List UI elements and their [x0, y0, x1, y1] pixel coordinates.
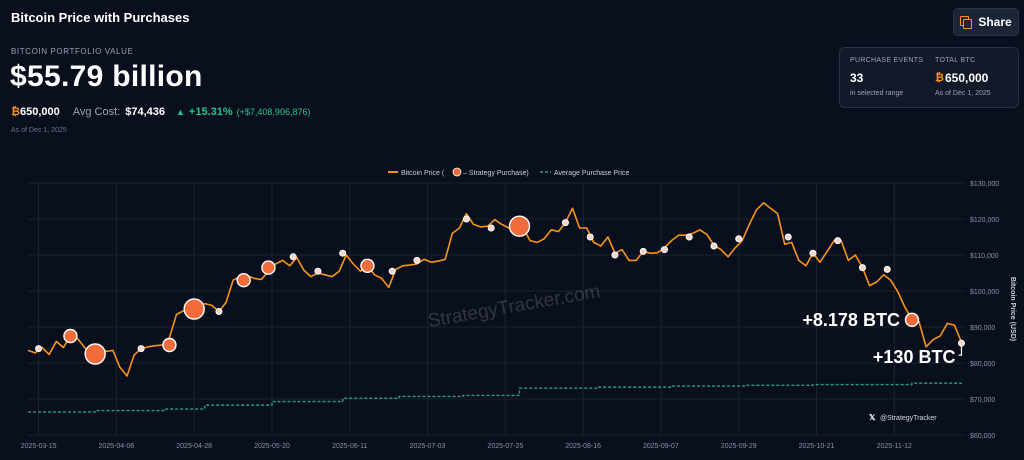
annotation-connector: [958, 346, 963, 356]
annotation-label: +130 BTC: [873, 347, 956, 367]
purchase-point: [289, 253, 297, 261]
y-tick-label: $120,000: [970, 217, 999, 224]
purchase-point: [858, 264, 866, 272]
purchase-point: [809, 249, 817, 257]
x-tick-label: 2025-10-21: [799, 443, 835, 450]
purchase-point: [413, 256, 421, 264]
purchase-point: [314, 267, 322, 275]
purchase-point: [162, 337, 177, 353]
purchase-point: [784, 233, 792, 241]
series-bitcoin-price: [27, 202, 963, 377]
purchase-point: [834, 237, 842, 245]
purchase-point: [462, 215, 470, 223]
change-usd: (+$7,408,906,876): [236, 107, 311, 117]
purchase-events-sub: in selected range: [850, 90, 904, 97]
y-tick-label: $70,000: [970, 397, 995, 404]
purchase-point: [508, 215, 531, 237]
portfolio-summary: ₿ 650,000 Avg Cost: $74,436 ▲ +15.31% (+…: [11, 106, 310, 118]
portfolio-value: $55.79 billion: [10, 60, 203, 93]
y-tick-label: $80,000: [970, 361, 995, 368]
change-percent: +15.31%: [188, 106, 233, 118]
series-average-purchase-price: [28, 382, 963, 413]
y-tick-label: $90,000: [970, 325, 995, 332]
purchase-point: [84, 343, 106, 365]
x-tick-label: 2025-03-15: [21, 443, 57, 450]
price-chart[interactable]: $60,000 $70,000 $80,000 $90,000 $100,000 $110…: [0, 160, 1024, 460]
avg-cost-value: $74,436: [125, 106, 165, 118]
share-label: Share: [978, 15, 1012, 29]
purchase-point: [611, 251, 619, 259]
purchase-point: [883, 265, 891, 273]
legend-purchase-swatch: [452, 167, 462, 177]
avg-cost-label: Avg Cost:: [72, 106, 121, 118]
x-tick-label: 2025-08-16: [565, 443, 601, 450]
page-title: Bitcoin Price with Purchases: [11, 10, 190, 25]
purchase-point: [561, 219, 569, 227]
purchase-point: [639, 247, 647, 255]
purchase-point: [710, 242, 718, 250]
total-btc-sub: As of Dec 1, 2025: [935, 90, 991, 97]
purchase-point: [215, 308, 223, 316]
stats-card: PURCHASE EVENTS 33 in selected range TOT…: [839, 47, 1019, 108]
legend-average-label: Average Purchase Price: [554, 170, 629, 177]
total-btc-amount: 650,000: [944, 71, 989, 85]
x-tick-label: 2025-06-11: [332, 443, 367, 450]
up-triangle-icon: ▲: [176, 107, 185, 117]
purchase-point: [735, 235, 743, 243]
purchase-point: [685, 233, 693, 241]
y-tick-label: $130,000: [970, 181, 999, 188]
credit-label: @StrategyTracker: [880, 415, 937, 422]
y-axis-title: Bitcoin Price (USD): [1009, 277, 1016, 341]
legend-price-label: Bitcoin Price (: [401, 170, 445, 177]
btc-icon: ₿: [11, 106, 20, 118]
share-button[interactable]: Share: [953, 8, 1019, 36]
y-tick-label: $60,000: [970, 433, 995, 440]
x-tick-label: 2025-11-12: [877, 443, 912, 450]
portfolio-as-of: As of Dec 1, 2025: [11, 127, 67, 134]
purchase-point: [339, 249, 347, 257]
x-tick-label: 2025-09-07: [643, 443, 679, 450]
copy-icon: [960, 16, 973, 29]
purchase-point: [904, 312, 920, 328]
purchase-events-value: 33: [850, 71, 864, 85]
purchase-point: [660, 246, 668, 254]
purchase-point: [35, 345, 43, 353]
purchase-point: [360, 258, 375, 274]
x-tick-label: 2025-05-20: [254, 443, 290, 450]
purchase-point: [183, 298, 205, 320]
watermark: StrategyTracker.com: [426, 281, 602, 332]
purchase-events-label: PURCHASE EVENTS: [850, 57, 924, 64]
portfolio-label: BITCOIN PORTFOLIO VALUE: [11, 47, 134, 56]
y-tick-label: $110,000: [970, 253, 999, 260]
purchase-point: [388, 267, 396, 275]
purchase-point: [487, 224, 495, 232]
y-tick-label: $100,000: [970, 289, 999, 296]
total-btc-label: TOTAL BTC: [935, 57, 976, 64]
total-btc-value: ₿ 650,000: [935, 71, 991, 85]
purchase-point: [236, 272, 251, 288]
purchase-point: [137, 345, 145, 353]
purchase-point: [261, 260, 276, 275]
purchase-point: [586, 233, 594, 241]
x-tick-label: 2025-04-28: [176, 443, 212, 450]
purchase-point: [63, 328, 78, 344]
x-logo-icon: 𝕏: [869, 413, 876, 422]
x-tick-label: 2025-07-03: [410, 443, 446, 450]
x-tick-label: 2025-09-29: [721, 443, 757, 450]
btc-holdings: 650,000: [19, 106, 60, 118]
btc-icon: ₿: [935, 72, 944, 84]
x-tick-label: 2025-04-06: [98, 443, 134, 450]
purchase-point: [957, 339, 965, 347]
legend-purchase-label: – Strategy Purchase): [463, 170, 529, 177]
purchase-events-stat: PURCHASE EVENTS 33 in selected range: [850, 57, 923, 97]
annotation-label: +8.178 BTC: [802, 310, 900, 330]
x-tick-label: 2025-07-25: [487, 443, 523, 450]
total-btc-stat: TOTAL BTC ₿ 650,000 As of Dec 1, 2025: [935, 57, 991, 97]
